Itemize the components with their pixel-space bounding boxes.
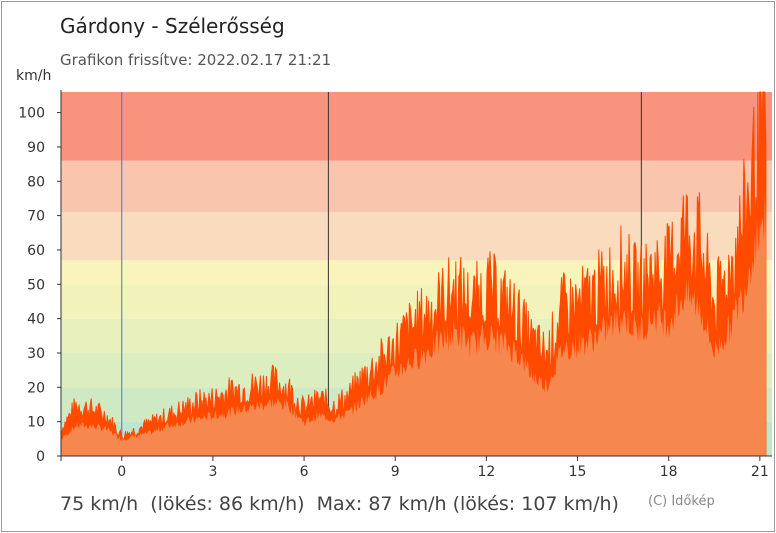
y-tick-label-0: 0: [36, 449, 45, 465]
chart-title: Gárdony - Szélerősség: [60, 14, 285, 38]
summary-line: 75 km/h (lökés: 86 km/h) Max: 87 km/h (l…: [60, 493, 619, 515]
y-tick-label-10: 10: [27, 415, 45, 431]
x-tick-label-4: 12: [477, 464, 495, 480]
y-tick-label-70: 70: [27, 209, 45, 225]
x-tick-label-3: 9: [391, 464, 400, 480]
series-wind: [61, 193, 766, 456]
band-6: [61, 212, 772, 261]
y-tick-label-20: 20: [27, 380, 45, 396]
x-tick-label-6: 18: [660, 464, 678, 480]
current-speed: 75 km/h: [60, 493, 139, 515]
axes: [60, 90, 772, 457]
chart-subtitle: Grafikon frissítve: 2022.02.17 21:21: [60, 51, 332, 69]
y-tick-label-30: 30: [27, 346, 45, 362]
band-7: [61, 160, 772, 213]
max-gust: (lökés: 107 km/h): [452, 493, 619, 515]
y-ticks: 0 10 20 30 40 50 60 70 80 90 100: [18, 106, 61, 465]
y-tick-label-50: 50: [27, 277, 45, 293]
y-tick-label-40: 40: [27, 312, 45, 328]
y-tick-label-60: 60: [27, 243, 45, 259]
x-tick-label-0: 0: [117, 464, 126, 480]
max-speed: Max: 87 km/h: [316, 493, 447, 515]
x-tick-label-1: 3: [208, 464, 217, 480]
series-areas: [60, 91, 767, 457]
y-tick-label-100: 100: [18, 106, 45, 122]
band-8: [61, 92, 772, 161]
y-axis-label: km/h: [16, 68, 52, 84]
x-tick-label-5: 15: [569, 464, 587, 480]
y-tick-label-80: 80: [27, 174, 45, 190]
x-tick-label-2: 6: [300, 464, 309, 480]
y-tick-label-90: 90: [27, 140, 45, 156]
x-ticks: 0 3 6 9 12 15 18 21: [60, 456, 769, 480]
x-tick-label-7: 21: [751, 464, 769, 480]
watermark-text: (C) Időkép: [648, 494, 715, 509]
current-gust: (lökés: 86 km/h): [150, 493, 305, 515]
